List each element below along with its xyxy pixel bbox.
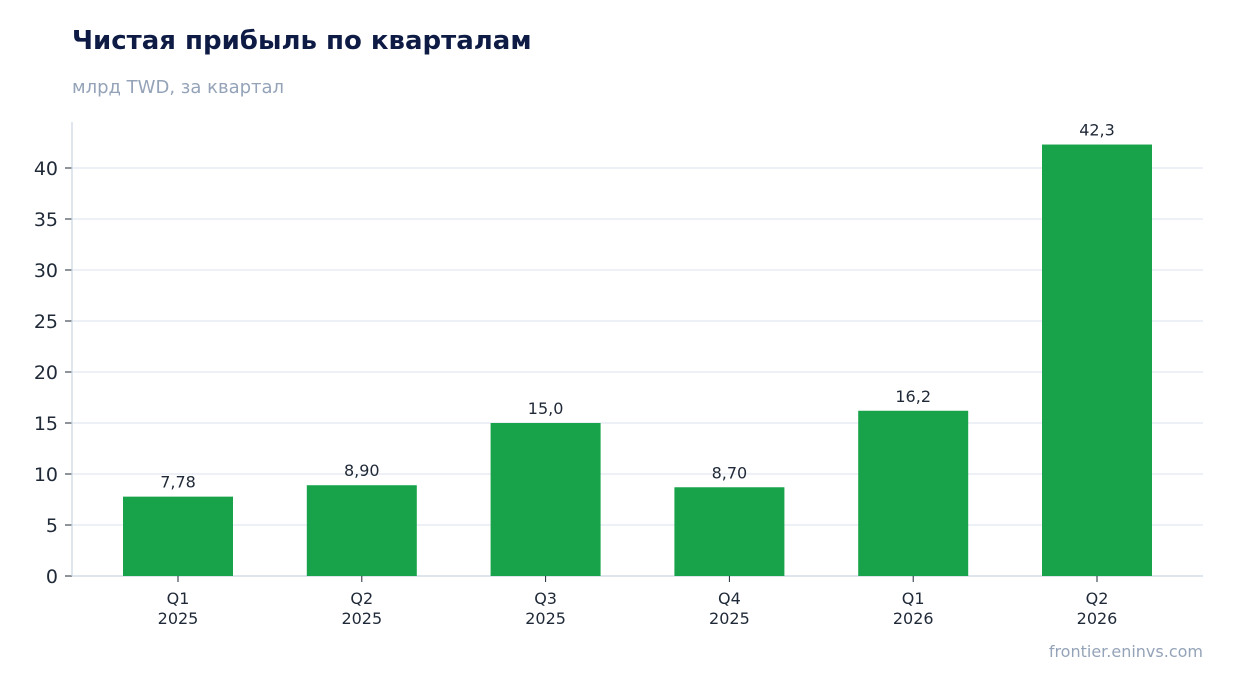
bar — [490, 423, 601, 576]
x-tick-label: Q1 2026 — [893, 589, 934, 628]
y-tick-label: 0 — [46, 566, 58, 588]
grid-lines — [72, 167, 1203, 526]
y-tick-label: 35 — [34, 209, 58, 231]
data-label: 7,78 — [160, 473, 196, 492]
source-credit: frontier.eninvs.com — [1048, 642, 1203, 661]
data-label: 42,3 — [1079, 121, 1115, 140]
chart-subtitle: млрд TWD, за квартал — [72, 77, 285, 98]
y-tick-label: 40 — [34, 158, 58, 180]
bar — [306, 485, 417, 576]
y-tick-label: 20 — [34, 362, 58, 384]
data-label: 8,90 — [344, 461, 380, 480]
bar — [1042, 144, 1152, 577]
data-labels: 7,78 8,90 15,0 8,70 16,2 42,3 — [160, 121, 1115, 492]
x-axis: Q1 2025 Q2 2025 Q3 2025 Q4 2025 Q1 2026 Q2 2026 — [72, 575, 1203, 628]
data-label: 15,0 — [528, 399, 564, 418]
y-tick-label: 15 — [34, 413, 58, 435]
chart-title: Чистая прибыль по кварталам — [72, 26, 532, 56]
y-axis: 0 5 10 15 20 25 30 35 40 — [34, 122, 73, 588]
x-tick-label: Q1 2025 — [158, 589, 199, 628]
y-tick-label: 30 — [34, 260, 58, 282]
data-label: 8,70 — [712, 463, 748, 482]
bar — [123, 496, 233, 576]
bar — [674, 487, 785, 576]
y-tick-label: 25 — [34, 311, 58, 333]
y-tick-label: 10 — [34, 464, 58, 486]
y-tick-label: 5 — [46, 515, 58, 537]
data-label: 16,2 — [895, 387, 931, 406]
x-tick-label: Q3 2025 — [525, 589, 566, 628]
x-tick-label: Q4 2025 — [709, 589, 750, 628]
x-tick-label: Q2 2025 — [341, 589, 382, 628]
bars — [123, 144, 1152, 577]
x-tick-label: Q2 2026 — [1077, 589, 1118, 628]
bar — [858, 410, 969, 576]
